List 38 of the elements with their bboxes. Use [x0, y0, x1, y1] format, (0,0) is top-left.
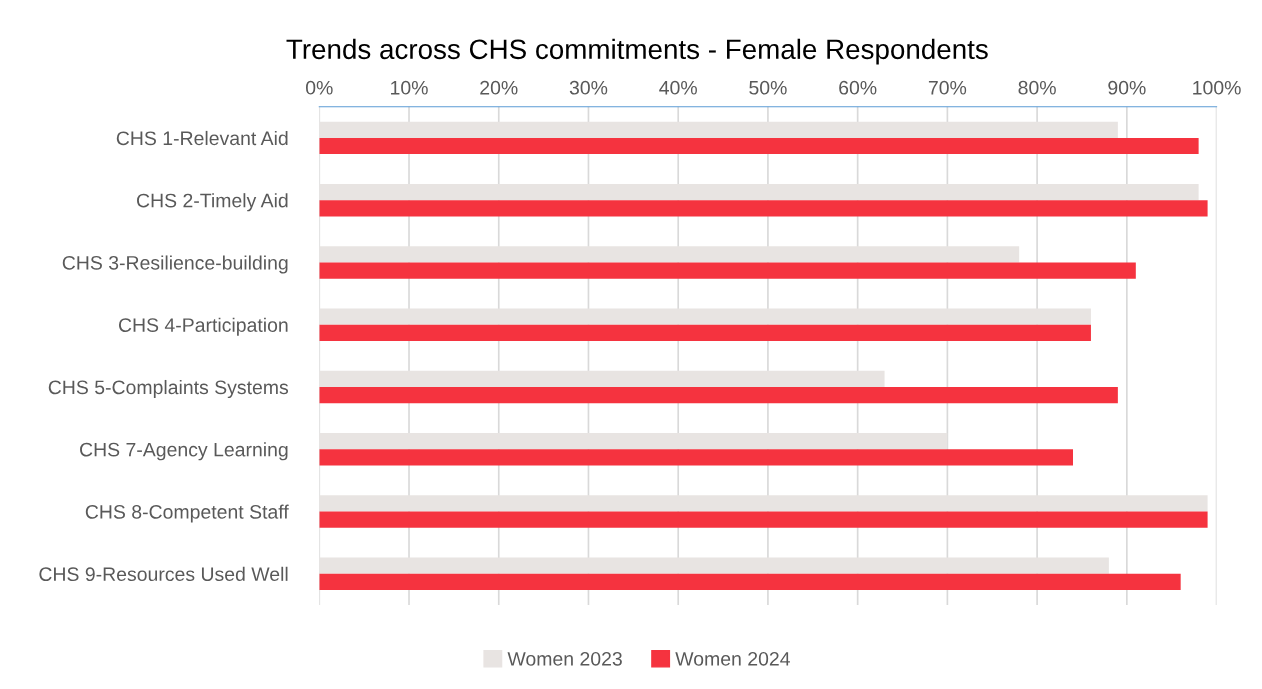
- bar: [319, 184, 1199, 201]
- bar: [319, 557, 1109, 574]
- x-tick-label: 70%: [928, 80, 967, 95]
- bar: [319, 370, 885, 387]
- bar: [319, 449, 1073, 466]
- bar: [319, 573, 1181, 590]
- x-tick-label: 10%: [391, 80, 428, 95]
- legend-label: Women 2024: [675, 651, 790, 666]
- y-tick-label: CHS 5-Complaints Systems: [48, 379, 289, 399]
- y-tick-label: CHS 7-Agency Learning: [80, 442, 288, 461]
- bar: [319, 121, 1118, 138]
- bar: [319, 137, 1199, 155]
- bar: [319, 495, 1208, 512]
- bar: [319, 246, 1020, 263]
- x-tick-label: 90%: [1108, 80, 1146, 95]
- x-tick-label: 50%: [749, 80, 787, 95]
- y-tick-label: CHS 3-Resilience-building: [62, 255, 288, 274]
- bar: [319, 433, 948, 450]
- x-tick-label: 20%: [480, 80, 518, 95]
- bar: [319, 200, 1208, 217]
- x-tick-label: 100%: [1193, 80, 1241, 95]
- y-tick-label: CHS 1-Relevant Aid: [116, 130, 288, 146]
- x-tick-label: 60%: [839, 80, 877, 95]
- x-tick-label: 0%: [305, 80, 333, 95]
- y-tick-label: CHS 4-Participation: [118, 317, 288, 336]
- legend-label: Women 2023: [507, 651, 622, 666]
- bar: [319, 511, 1208, 528]
- y-tick-label: CHS 2-Timely Aid: [137, 193, 288, 212]
- x-tick-label: 40%: [659, 80, 697, 95]
- bar: [319, 262, 1136, 279]
- bar: [319, 308, 1091, 325]
- x-tick-label: 80%: [1018, 80, 1056, 95]
- bar: [319, 324, 1091, 341]
- y-tick-label: CHS 9-Resources Used Well: [39, 566, 288, 582]
- x-tick-label: 30%: [569, 80, 608, 95]
- y-tick-label: CHS 8-Competent Staff: [85, 504, 289, 523]
- bar: [319, 387, 1118, 404]
- chart-title: Trends across CHS commitments - Female Respondents: [286, 38, 988, 65]
